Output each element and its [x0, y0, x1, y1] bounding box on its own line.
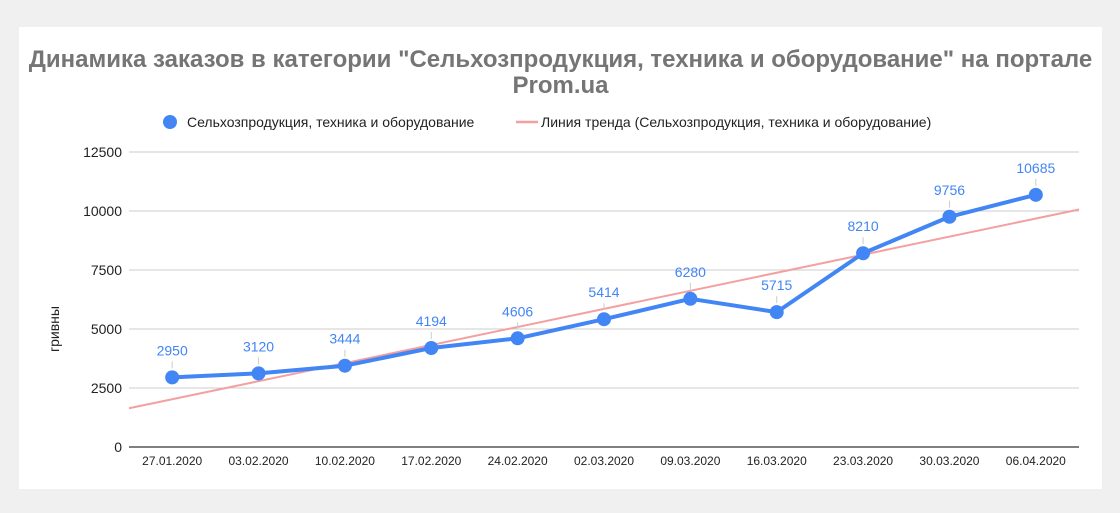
y-tick-label: 10000	[83, 203, 122, 219]
legend-label-series: Сельхозпродукция, техника и оборудование	[187, 114, 475, 130]
data-label: 2950	[157, 342, 188, 358]
chart-title: Динамика заказов в категории "Сельхозпро…	[28, 46, 1093, 99]
x-tick-label: 27.01.2020	[142, 454, 202, 468]
data-point	[597, 312, 611, 327]
line-chart: Сельхозпродукция, техника и оборудование…	[46, 114, 1080, 468]
data-label: 10685	[1016, 160, 1055, 176]
y-axis-title: гривны	[46, 306, 62, 352]
data-point	[424, 341, 439, 356]
x-tick-label: 03.02.2020	[229, 454, 289, 468]
data-point	[337, 358, 352, 373]
chart-card: Динамика заказов в категории "Сельхозпро…	[19, 27, 1102, 489]
data-label: 8210	[848, 218, 879, 234]
data-point	[769, 305, 784, 320]
x-tick-label: 06.04.2020	[1006, 454, 1066, 468]
y-tick-label: 5000	[91, 321, 122, 337]
data-label: 3120	[243, 338, 274, 354]
y-tick-label: 12500	[83, 144, 122, 160]
data-point	[510, 331, 525, 346]
data-labels: 2950 3120 3444 4194 4606 5414 6280 5715 8210 9756…	[157, 160, 1055, 369]
x-axis-ticks: 27.01.2020 03.02.2020 10.02.2020 17.02.2020…	[142, 454, 1066, 468]
data-point	[683, 291, 698, 306]
data-point	[942, 209, 957, 224]
data-label: 4606	[502, 303, 533, 319]
legend: Сельхозпродукция, техника и оборудование…	[163, 114, 931, 130]
x-tick-label: 30.03.2020	[919, 454, 979, 468]
data-label: 5414	[588, 284, 619, 300]
data-point	[165, 370, 180, 385]
data-label: 5715	[761, 277, 792, 293]
x-tick-label: 10.02.2020	[315, 454, 375, 468]
y-axis-ticks: 0 2500 5000 7500 10000 12500	[83, 144, 122, 455]
x-tick-label: 23.03.2020	[833, 454, 893, 468]
data-points	[165, 187, 1043, 385]
legend-label-trendline: Линия тренда (Сельхозпродукция, техника …	[541, 114, 931, 130]
x-tick-label: 24.02.2020	[488, 454, 548, 468]
y-tick-label: 7500	[91, 262, 122, 278]
data-label: 4194	[416, 313, 447, 329]
data-point	[1028, 187, 1043, 202]
y-tick-label: 2500	[91, 380, 122, 396]
x-tick-label: 16.03.2020	[747, 454, 807, 468]
data-point	[856, 246, 871, 261]
data-point	[251, 366, 266, 381]
legend-marker-series	[163, 115, 177, 129]
data-label: 3444	[329, 331, 360, 347]
x-tick-label: 02.03.2020	[574, 454, 634, 468]
y-tick-label: 0	[114, 439, 122, 455]
x-tick-label: 17.02.2020	[401, 454, 461, 468]
data-label: 6280	[675, 264, 706, 280]
gridlines	[129, 151, 1079, 448]
x-tick-label: 09.03.2020	[660, 454, 720, 468]
data-label: 9756	[934, 182, 965, 198]
